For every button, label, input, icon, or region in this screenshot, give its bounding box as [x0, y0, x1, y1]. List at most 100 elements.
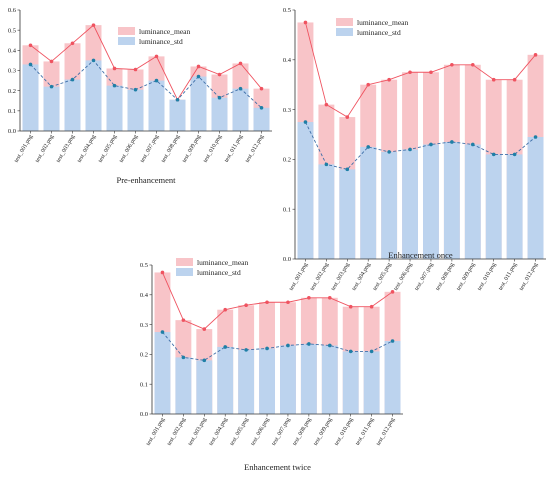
point-luminance-std-5	[387, 150, 391, 154]
point-luminance-std-2	[49, 84, 54, 89]
legend-label-luminance-std: luminance_std	[357, 28, 401, 37]
point-luminance-std-5	[112, 83, 117, 88]
y-tick-label: 0.4	[283, 57, 292, 64]
legend: luminance_mean luminance_std	[118, 27, 190, 46]
point-luminance-std-8	[450, 140, 454, 144]
y-tick-label: 0.5	[283, 7, 291, 14]
x-tick-label: test_005.png	[229, 417, 250, 447]
point-luminance-mean-2	[324, 102, 329, 107]
point-luminance-std-10	[217, 95, 222, 100]
point-luminance-mean-12	[259, 86, 264, 91]
x-tick-label: test_005.png	[372, 262, 393, 292]
point-luminance-std-8	[175, 97, 180, 102]
bar-luminance-std-7	[148, 80, 165, 131]
legend-label-luminance-mean: luminance_mean	[197, 258, 248, 267]
point-luminance-std-10	[491, 152, 496, 157]
x-tick-label: test_006.png	[119, 134, 140, 164]
line-luminance-mean	[30, 24, 262, 101]
point-luminance-std-7	[429, 142, 433, 147]
point-luminance-mean-4	[366, 82, 371, 87]
y-tick-label: 0.2	[8, 88, 16, 95]
x-tick-label: test_002.png	[35, 134, 56, 164]
point-luminance-std-7	[286, 343, 290, 348]
point-luminance-std-2	[324, 162, 329, 167]
legend-swatch-luminance-std	[118, 37, 135, 45]
point-luminance-std-12	[533, 135, 538, 139]
chart-marks	[297, 20, 544, 260]
point-luminance-mean-11	[369, 304, 374, 309]
y-tick-label: 0.2	[283, 157, 291, 164]
point-luminance-std-8	[307, 342, 311, 346]
point-luminance-mean-10	[491, 77, 496, 82]
chart-title: Enhancement twice	[244, 462, 311, 472]
y-tick-label: 0.2	[140, 352, 148, 359]
y-tick-label: 0.3	[8, 68, 16, 75]
point-luminance-mean-8	[450, 62, 454, 67]
x-tick-label: test_004.png	[208, 417, 229, 447]
bar-luminance-std-5	[238, 349, 255, 414]
y-tick-label: 0.0	[283, 256, 291, 263]
y-tick-label: 0.4	[8, 48, 17, 55]
legend-swatch-luminance-mean	[118, 27, 135, 35]
bar-luminance-std-11	[363, 351, 380, 414]
bar-luminance-std-12	[253, 107, 270, 131]
x-tick-label: test_006.png	[250, 417, 271, 447]
point-luminance-mean-5	[244, 303, 248, 308]
point-luminance-mean-11	[238, 61, 243, 66]
point-luminance-std-1	[160, 330, 165, 334]
x-tick-label: test_010.png	[477, 262, 498, 292]
point-luminance-mean-4	[223, 307, 228, 312]
point-luminance-mean-7	[429, 70, 433, 75]
bar-luminance-std-2	[318, 164, 335, 259]
line-luminance-mean	[305, 22, 536, 118]
legend-swatch-luminance-mean	[176, 258, 193, 266]
x-tick-label: test_012.png	[245, 134, 266, 164]
point-luminance-mean-10	[348, 304, 353, 309]
bar-luminance-std-11	[506, 154, 523, 259]
bar-luminance-std-3	[64, 79, 81, 131]
point-luminance-std-12	[259, 106, 264, 110]
x-tick-label: test_002.png	[166, 417, 187, 447]
point-luminance-std-11	[512, 152, 517, 157]
point-luminance-mean-5	[387, 77, 391, 82]
legend-label-luminance-mean: luminance_mean	[139, 27, 190, 36]
bar-luminance-std-9	[190, 76, 207, 131]
point-luminance-mean-2	[181, 318, 186, 322]
line-luminance-std	[162, 331, 393, 361]
y-tick-label: 0.1	[140, 381, 148, 388]
y-ticks: 0.0 0.1 0.2 0.3 0.4 0.5	[140, 262, 152, 418]
point-luminance-std-6	[133, 87, 138, 92]
bar-luminance-std-9	[321, 345, 338, 414]
bar-luminance-std-4	[217, 346, 234, 414]
y-tick-label: 0.3	[140, 322, 148, 329]
x-tick-label: test_011.png	[355, 417, 376, 447]
chart-marks	[22, 23, 270, 132]
x-tick-label: test_010.png	[334, 417, 355, 447]
legend-label-luminance-mean: luminance_mean	[357, 18, 408, 27]
y-tick-label: 0.0	[8, 128, 16, 135]
x-tick-label: test_008.png	[161, 134, 182, 164]
y-tick-label: 0.1	[8, 108, 16, 115]
point-luminance-std-1	[303, 120, 308, 124]
bar-luminance-std-9	[464, 144, 481, 259]
point-luminance-mean-6	[408, 70, 412, 75]
point-luminance-mean-5	[112, 66, 117, 71]
bar-luminance-std-10	[211, 97, 228, 131]
bar-luminance-std-8	[443, 141, 460, 259]
chart-title: Pre-enhancement	[117, 175, 177, 185]
bar-luminance-std-4	[360, 146, 377, 259]
point-luminance-std-3	[70, 77, 75, 82]
x-tick-label: test_007.png	[140, 134, 161, 164]
line-luminance-mean	[162, 272, 393, 330]
x-tick-label: test_009.png	[456, 262, 477, 292]
legend: luminance_mean luminance_std	[336, 18, 408, 37]
x-tick-label: test_008.png	[292, 417, 313, 447]
y-ticks: 0.0 0.1 0.2 0.3 0.4 0.5 0.6	[8, 7, 20, 135]
chart-enhancement-twice: 0.00.10.20.30.40.5 test_001.png test_002.…	[140, 258, 403, 472]
chart-enhancement-once: 0.0 0.1 0.2 0.3 0.4 0.5 test_001.png test_002.…	[283, 7, 546, 292]
legend-swatch-luminance-std	[336, 28, 353, 36]
bar-luminance-std-12	[527, 136, 544, 259]
point-luminance-std-9	[470, 142, 475, 147]
x-tick-labels: test_001.png test_002.png test_003.png test…	[14, 131, 266, 164]
x-tick-label: test_008.png	[435, 262, 456, 292]
